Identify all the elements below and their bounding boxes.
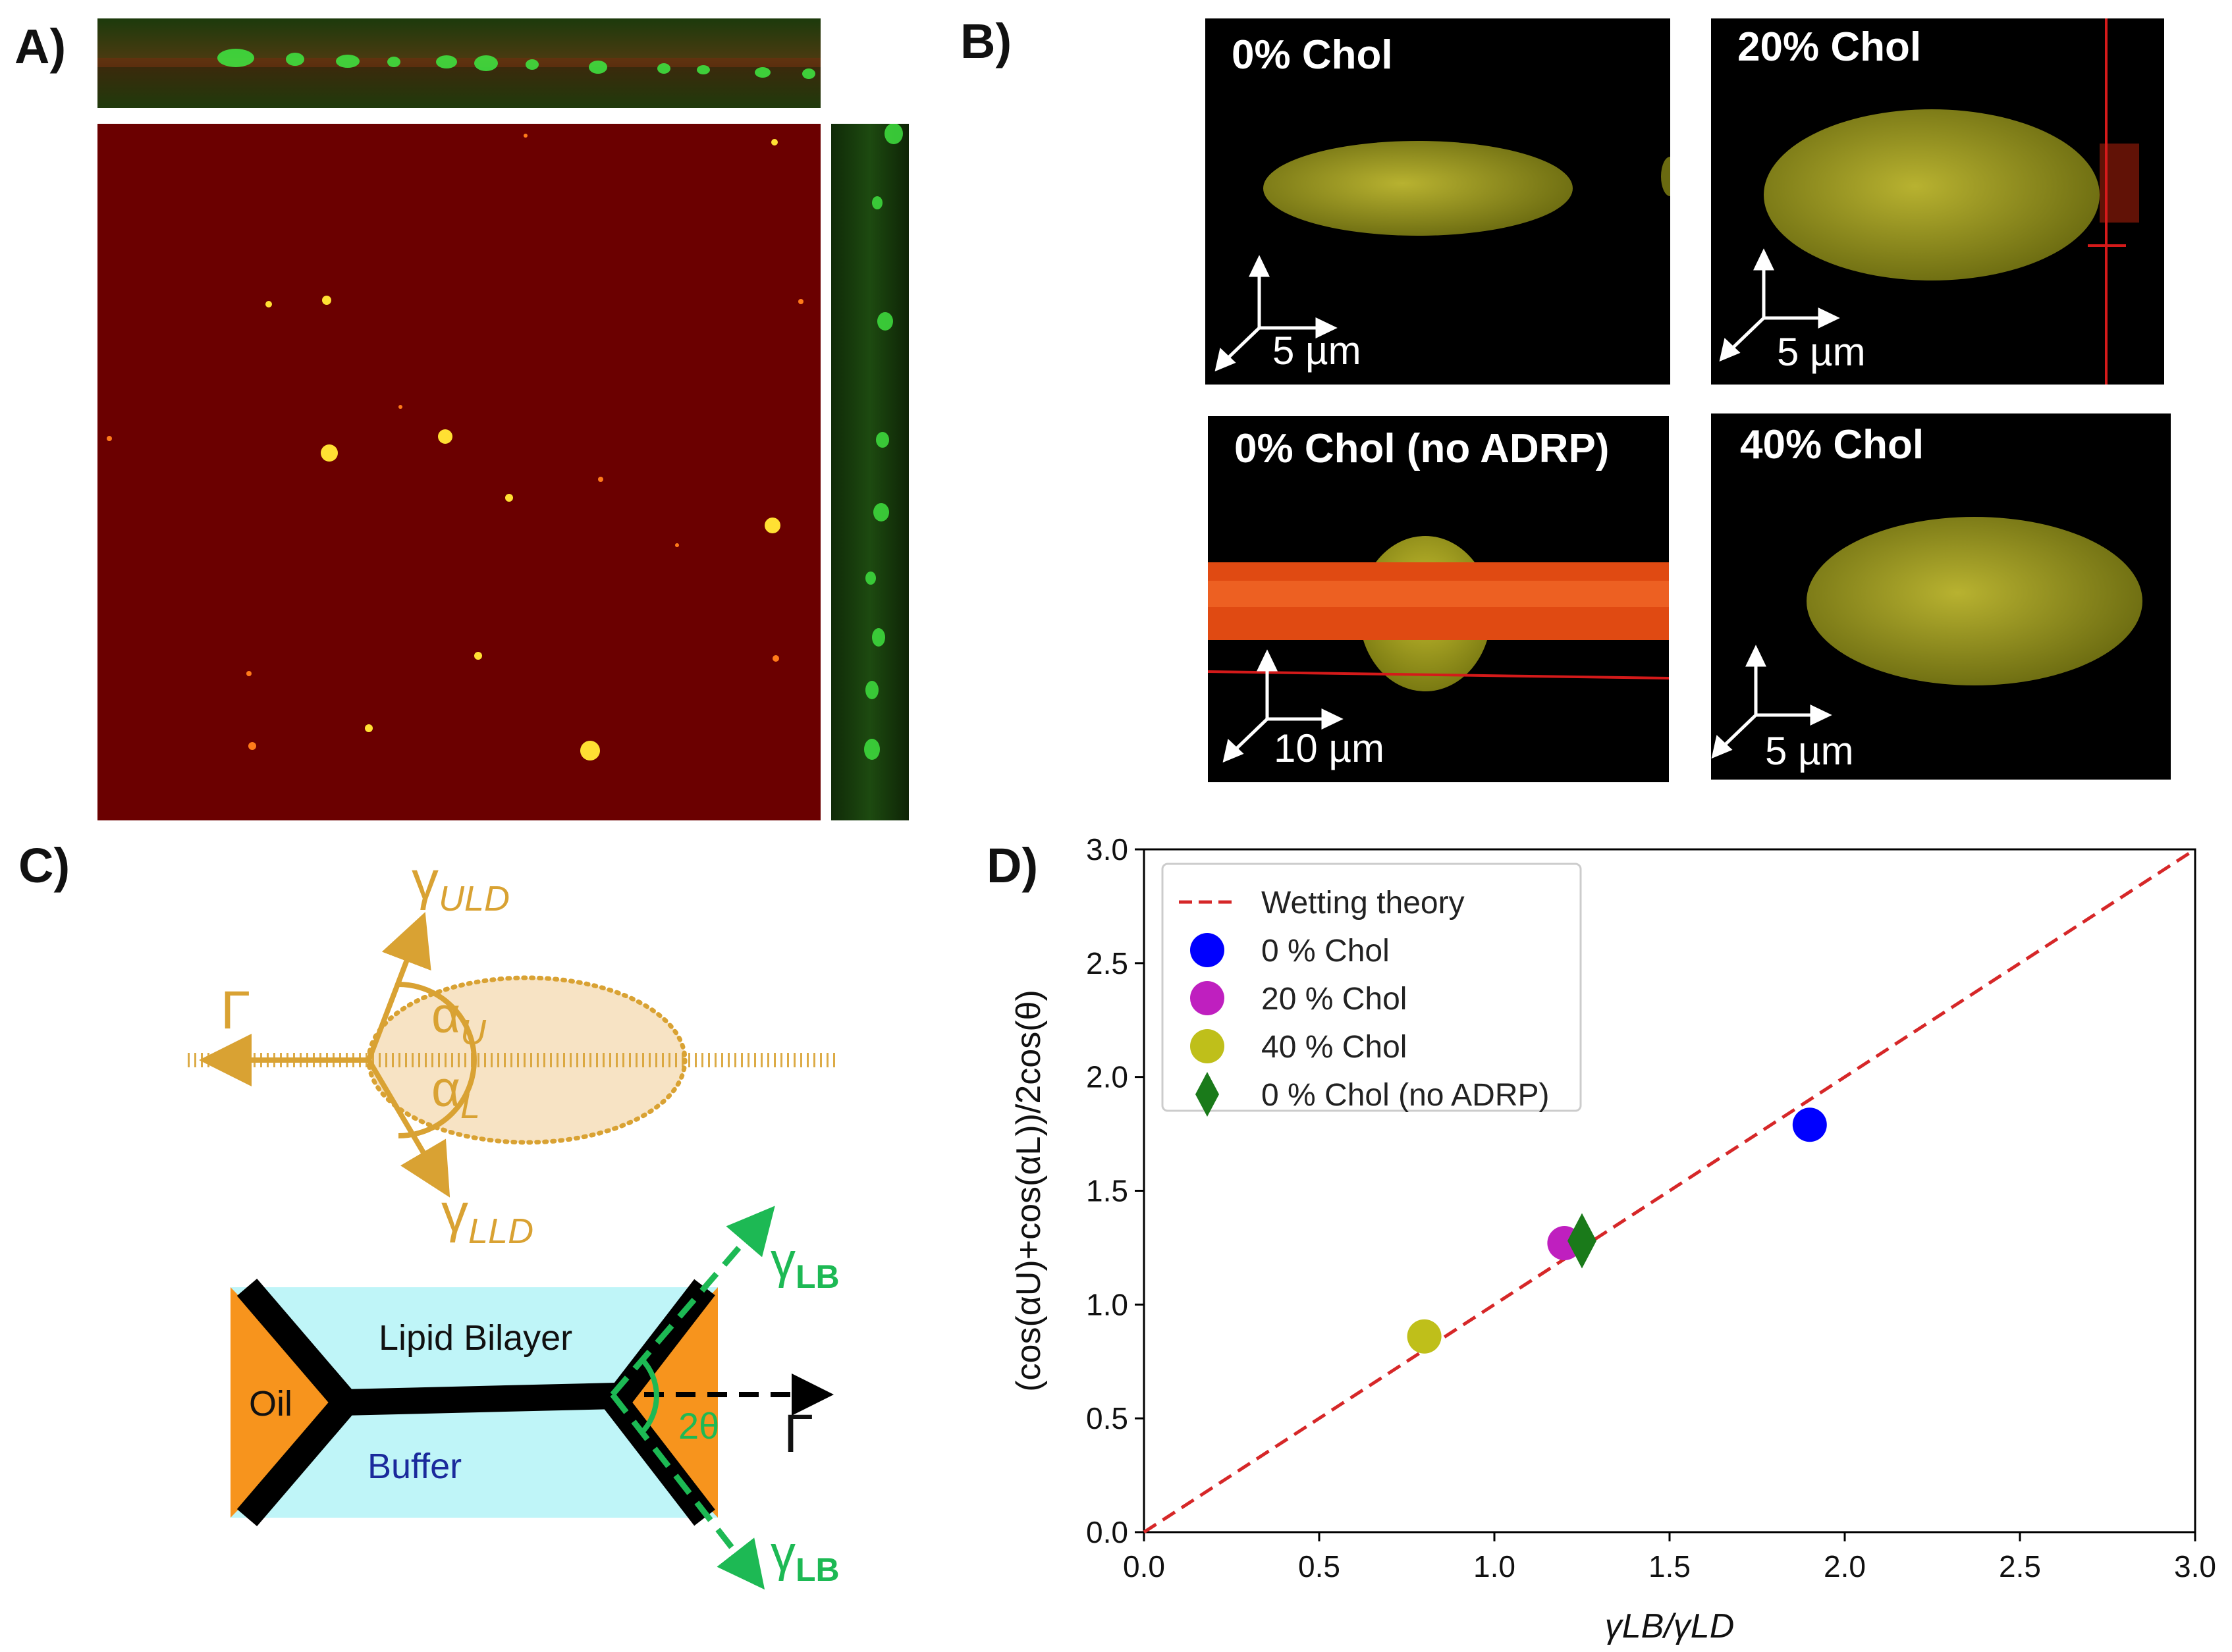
tile-0-chol-no-adrp: 0% Chol (no ADRP) 10 µm — [1208, 416, 1669, 782]
label-gamma-tension: Γ — [221, 980, 250, 1040]
tile-0-chol: 0% Chol 5 µm — [1205, 18, 1670, 385]
label-buffer: Buffer — [367, 1447, 462, 1486]
y-tick-label: 0.0 — [1086, 1515, 1128, 1549]
y-tick-label: 2.5 — [1086, 946, 1128, 980]
legend-label: 0 % Chol — [1261, 934, 1390, 969]
legend-swatch-diamond — [1195, 1072, 1219, 1117]
label-gamma-tension-2: Γ — [784, 1404, 813, 1464]
tile-title: 0% Chol (no ADRP) — [1234, 426, 1610, 471]
y-tick-label: 1.5 — [1086, 1174, 1128, 1208]
tile-20-chol: 20% Chol 5 µm — [1711, 18, 2164, 385]
label-alpha-l: αL — [431, 1061, 480, 1126]
wetting-chart: 0.0 0.5 1.0 1.5 2.0 2.5 3.0 0.0 0.5 1.0 1.5 2.0 2.5 3… — [1010, 832, 2216, 1645]
y-axis-label: (cos(αU)+cos(αL))/2cos(θ) — [1010, 990, 1048, 1392]
tile-title: 40% Chol — [1740, 422, 1924, 467]
legend-label: 20 % Chol — [1261, 982, 1407, 1017]
tile-40-chol: 40% Chol 5 µm — [1711, 413, 2171, 780]
tile-title: 0% Chol — [1232, 32, 1393, 78]
legend-swatch-circle — [1190, 981, 1224, 1015]
droplet-render — [1214, 141, 1670, 372]
legend-label: 40 % Chol — [1261, 1030, 1407, 1065]
wetting-schematic: γULD Γ αU αL γLLD Lipid Bilayer Oil Buff… — [188, 851, 840, 1590]
scale-bar-label: 5 µm — [1765, 729, 1854, 773]
xy-fluorescence-image — [97, 124, 821, 820]
yz-projection-image — [831, 124, 909, 820]
data-point — [1407, 1319, 1442, 1354]
label-oil: Oil — [249, 1384, 292, 1424]
label-alpha-u: αU — [431, 988, 487, 1052]
theory-line — [1143, 847, 2196, 1534]
scale-bar-label: 10 µm — [1274, 726, 1384, 770]
panel-label-a: A) — [14, 19, 67, 74]
x-tick-label: 1.0 — [1473, 1549, 1515, 1584]
xz-projection-image — [97, 18, 821, 108]
y-tick-label: 2.0 — [1086, 1060, 1128, 1094]
legend-swatch-circle — [1190, 1029, 1224, 1063]
data-point — [1792, 1107, 1827, 1142]
scale-bar-label: 5 µm — [1272, 329, 1361, 373]
legend-box — [1161, 863, 1582, 1112]
y-tick-label: 0.5 — [1086, 1401, 1128, 1435]
droplet-render — [1719, 18, 2139, 385]
legend-label: 0 % Chol (no ADRP) — [1261, 1078, 1550, 1113]
label-2theta: 2θ — [678, 1405, 719, 1447]
legend-label: Wetting theory — [1261, 886, 1465, 920]
droplet-contact-diagram — [188, 912, 836, 1198]
panel-label-b: B) — [960, 14, 1012, 68]
panel-label-c: C) — [18, 838, 70, 893]
droplet-render — [1711, 517, 2142, 759]
data-point-diamond — [1567, 1213, 1596, 1269]
label-gamma-lld: γLLD — [441, 1183, 533, 1251]
legend-swatch-circle — [1190, 933, 1224, 967]
droplet-render — [1208, 536, 1669, 763]
x-tick-label: 2.0 — [1824, 1549, 1866, 1584]
x-axis-label: γLB/γLD — [1605, 1607, 1735, 1645]
x-tick-label: 0.0 — [1123, 1549, 1165, 1584]
y-tick-label: 3.0 — [1086, 832, 1128, 866]
y-tick-label: 1.0 — [1086, 1287, 1128, 1321]
x-tick-label: 0.5 — [1298, 1549, 1340, 1584]
label-gamma-lb-bottom: γLB — [771, 1526, 840, 1588]
bilayer-junction-diagram — [231, 1206, 834, 1590]
x-tick-label: 3.0 — [2174, 1549, 2216, 1584]
label-gamma-uld: γULD — [412, 851, 510, 919]
panel-label-d: D) — [987, 838, 1039, 893]
label-lipid-bilayer: Lipid Bilayer — [379, 1318, 572, 1358]
tile-title: 20% Chol — [1737, 24, 1922, 70]
x-tick-label: 1.5 — [1648, 1549, 1691, 1584]
label-gamma-lb-top: γLB — [771, 1233, 840, 1295]
scale-bar-label: 5 µm — [1777, 330, 1866, 374]
x-tick-label: 2.5 — [1999, 1549, 2041, 1584]
